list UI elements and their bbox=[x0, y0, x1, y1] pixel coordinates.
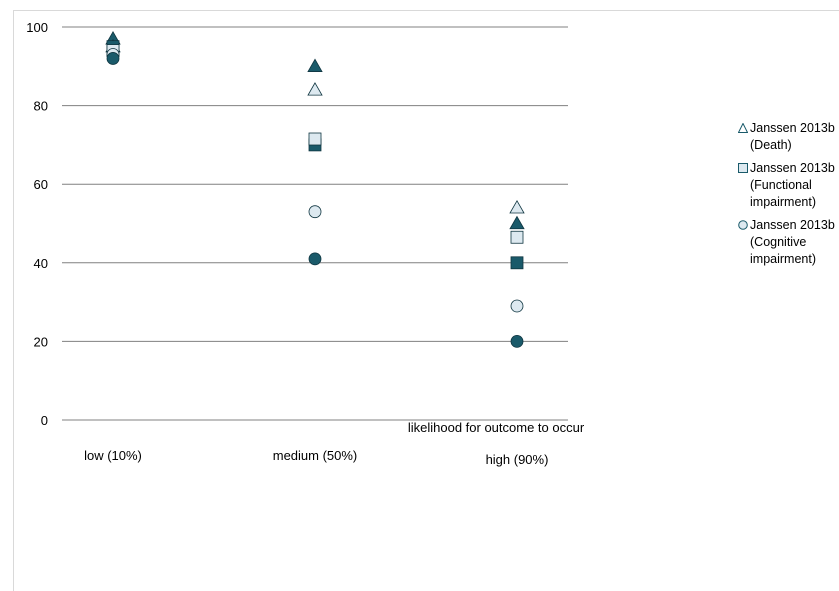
y-tick-60: 60 bbox=[34, 177, 48, 192]
scatter-chart: 0 20 40 60 80 100 low (10%) medium (50%) high (… bbox=[26, 20, 585, 467]
x-axis-label: likelihood for outcome to occur bbox=[408, 420, 585, 435]
point-circle-s5-0 bbox=[106, 52, 120, 65]
point-triangle-s1-1 bbox=[307, 82, 323, 96]
legend-item-triangle: Janssen 2013b (Death) bbox=[736, 120, 836, 154]
y-tick-0: 0 bbox=[41, 413, 48, 428]
circle-marker-icon bbox=[736, 217, 750, 230]
data-points bbox=[105, 30, 525, 348]
legend-triangle bbox=[738, 123, 748, 133]
chart-frame bbox=[13, 10, 839, 591]
point-circle-s5-2 bbox=[510, 334, 524, 348]
point-square-s3-2 bbox=[510, 230, 524, 244]
point-circle-s5-1 bbox=[308, 252, 322, 266]
point-square-s2-2 bbox=[510, 256, 524, 270]
point-square-s3-1 bbox=[308, 132, 322, 146]
category-labels: low (10%) medium (50%) high (90%) bbox=[84, 448, 548, 467]
y-tick-20: 20 bbox=[34, 334, 48, 349]
square-marker-icon bbox=[736, 160, 750, 173]
legend-symbol bbox=[738, 220, 748, 230]
legend-label: Janssen 2013b (Functional impairment) bbox=[750, 161, 835, 209]
category-label-2: high (90%) bbox=[486, 452, 549, 467]
legend-circle bbox=[738, 220, 748, 230]
legend-symbol bbox=[738, 123, 748, 133]
legend-square bbox=[738, 163, 748, 173]
y-tick-80: 80 bbox=[34, 99, 48, 114]
legend-item-square: Janssen 2013b (Functional impairment) bbox=[736, 160, 836, 211]
category-label-1: medium (50%) bbox=[273, 448, 358, 463]
y-tick-100: 100 bbox=[26, 20, 48, 35]
legend-symbol bbox=[738, 163, 748, 173]
y-tick-labels: 0 20 40 60 80 100 bbox=[26, 20, 48, 428]
legend-item-circle: Janssen 2013b (Cognitive impairment) bbox=[736, 217, 836, 268]
point-triangle-s0-1 bbox=[307, 58, 323, 72]
point-triangle-s0-2 bbox=[509, 215, 525, 230]
triangle-marker-icon bbox=[736, 120, 750, 133]
legend-label: Janssen 2013b (Cognitive impairment) bbox=[750, 218, 835, 266]
point-triangle-s1-2 bbox=[509, 199, 525, 214]
legend-label: Janssen 2013b (Death) bbox=[750, 121, 835, 152]
y-tick-40: 40 bbox=[34, 256, 48, 271]
point-circle-s4-2 bbox=[510, 299, 524, 313]
point-circle-s4-1 bbox=[308, 205, 322, 219]
legend: Janssen 2013b (Death) Janssen 2013b (Func… bbox=[736, 120, 836, 274]
category-label-0: low (10%) bbox=[84, 448, 142, 463]
